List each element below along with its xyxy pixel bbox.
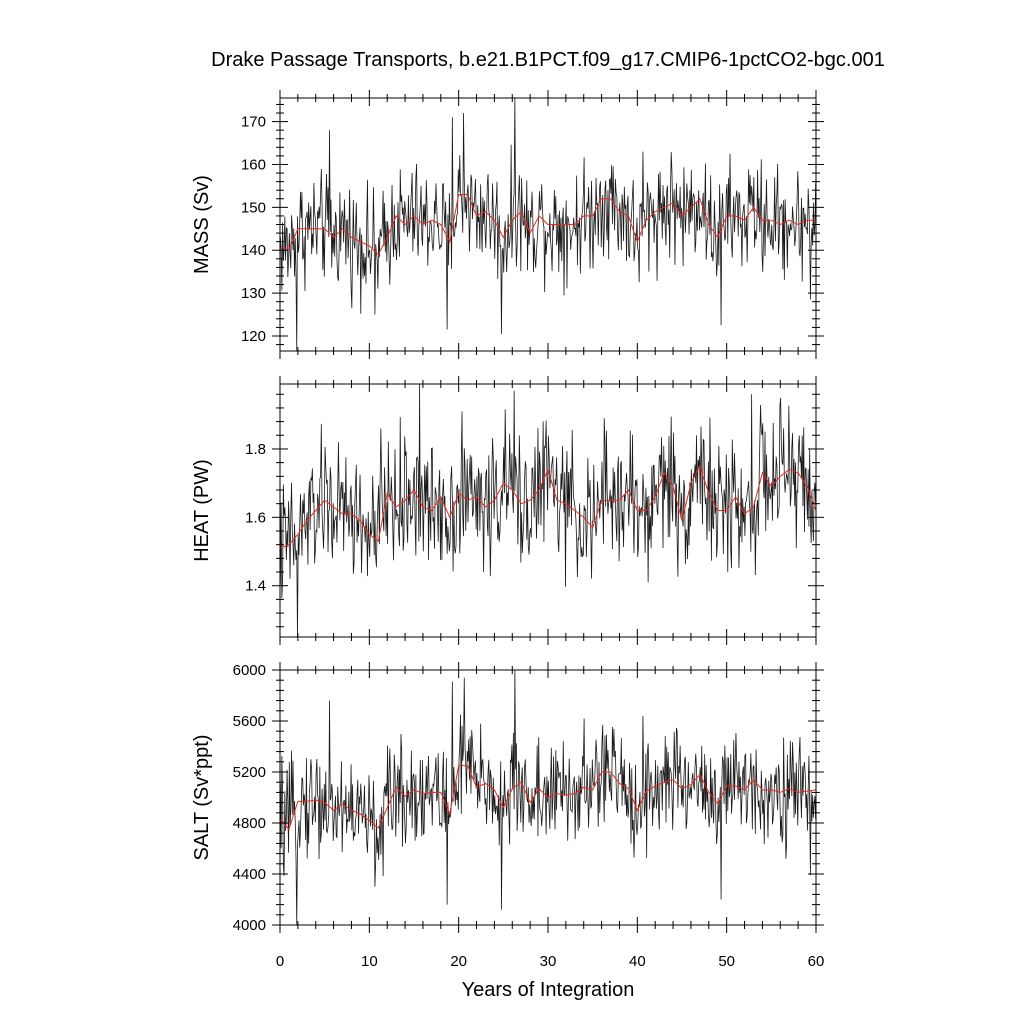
panel-1: 120 130 140 150 160 170 MASS (Sv): [191, 90, 824, 359]
x-tick-label: 50: [718, 953, 735, 970]
x-tick-label: 40: [629, 953, 646, 970]
panel-2: 1.4 1.6 1.8 HEAT (PW): [191, 376, 824, 645]
y-tick-label: 170: [241, 114, 266, 131]
x-axis-label: Years of Integration: [462, 979, 635, 1001]
y-axis-label: HEAT (PW): [191, 459, 213, 562]
x-tick-label: 10: [361, 953, 378, 970]
y-tick-label: 5200: [233, 764, 266, 781]
y-tick-label: 150: [241, 199, 266, 216]
y-tick-label: 4400: [233, 866, 266, 883]
x-tick-label: 0: [276, 953, 284, 970]
y-tick-label: 130: [241, 285, 266, 302]
series-raw-line: [280, 98, 816, 351]
series-raw-line: [280, 670, 816, 925]
y-tick-label: 4800: [233, 815, 266, 832]
y-tick-label: 140: [241, 242, 266, 259]
series-annual-mean-line: [279, 464, 817, 549]
panels: 120 130 140 150 160 170 MASS (Sv) 1.4 1.6 1.8 HEAT…: [191, 90, 824, 970]
y-axis-label: SALT (Sv*ppt): [191, 735, 213, 861]
y-tick-label: 1.8: [245, 441, 266, 458]
y-tick-label: 1.4: [245, 578, 266, 595]
chart-title: Drake Passage Transports, b.e21.B1PCT.f0…: [211, 49, 885, 71]
series-annual-mean-line: [279, 765, 817, 831]
x-tick-label: 60: [808, 953, 825, 970]
series-raw-line: [280, 384, 816, 637]
series-annual-mean-line: [279, 193, 816, 256]
y-tick-label: 5600: [233, 713, 266, 730]
y-tick-label: 120: [241, 328, 266, 345]
y-axis-label: MASS (Sv): [191, 175, 213, 274]
x-tick-label: 30: [540, 953, 557, 970]
panel-3: 4000 4400 4800 5200 5600 6000 SALT (Sv*ppt) 0 10…: [191, 662, 824, 970]
y-tick-label: 4000: [233, 917, 266, 934]
y-tick-label: 6000: [233, 662, 266, 679]
y-tick-label: 160: [241, 156, 266, 173]
y-tick-label: 1.6: [245, 509, 266, 526]
x-tick-label: 20: [450, 953, 467, 970]
